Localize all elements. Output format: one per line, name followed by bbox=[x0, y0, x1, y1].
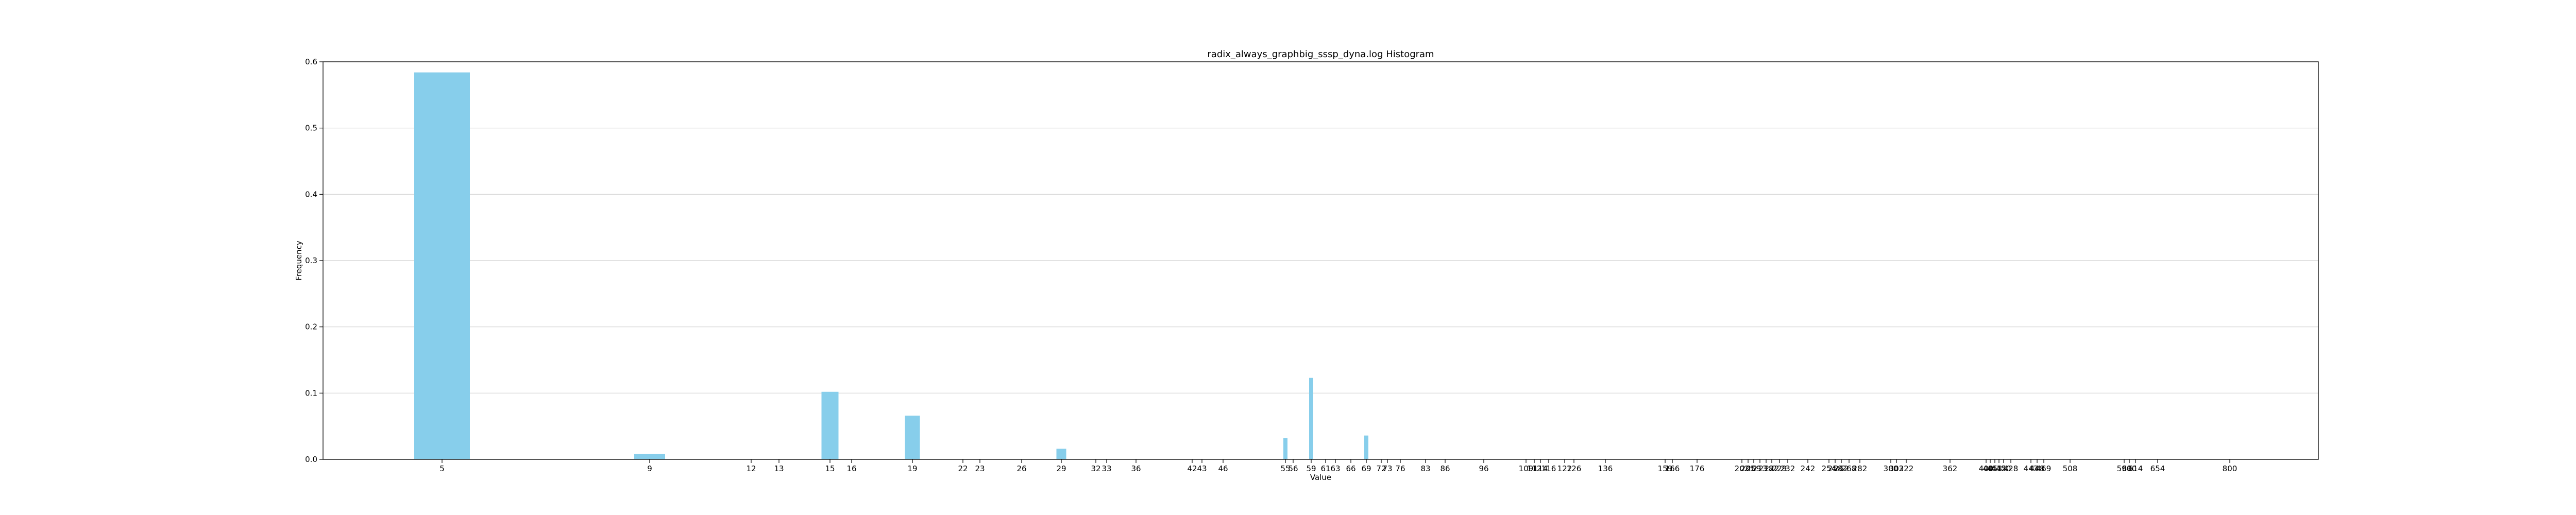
x-tick-label: 96 bbox=[1479, 464, 1488, 473]
x-tick-label: 202 bbox=[1735, 464, 1750, 473]
x-tick-label: 268 bbox=[1842, 464, 1857, 473]
x-tick-label: 614 bbox=[2128, 464, 2143, 473]
x-tick-label: 222 bbox=[1765, 464, 1780, 473]
x-tick-label: 242 bbox=[1801, 464, 1816, 473]
x-tick-label: 600 bbox=[2122, 464, 2137, 473]
y-tick-label: 0.2 bbox=[305, 322, 317, 332]
histogram-bar bbox=[1309, 377, 1313, 459]
x-tick-label: 114 bbox=[1533, 464, 1548, 473]
x-tick-label: 9 bbox=[647, 464, 652, 473]
x-tick-label: 63 bbox=[1330, 464, 1340, 473]
x-tick-label: 86 bbox=[1440, 464, 1450, 473]
x-tick-label: 176 bbox=[1690, 464, 1705, 473]
x-tick-label: 69 bbox=[1361, 464, 1371, 473]
x-tick-label: 469 bbox=[2037, 464, 2052, 473]
x-tick-label: 42 bbox=[1187, 464, 1197, 473]
x-tick-label: 282 bbox=[1853, 464, 1868, 473]
x-tick-label: 126 bbox=[1567, 464, 1582, 473]
x-tick-label: 112 bbox=[1527, 464, 1542, 473]
x-tick-label: 258 bbox=[1828, 464, 1843, 473]
x-tick-label: 400 bbox=[1979, 464, 1994, 473]
x-tick-label: 254 bbox=[1822, 464, 1837, 473]
x-tick-label: 73 bbox=[1382, 464, 1392, 473]
x-tick-label: 362 bbox=[1943, 464, 1958, 473]
histogram-bar bbox=[1283, 438, 1287, 459]
x-tick-label: 262 bbox=[1834, 464, 1849, 473]
x-tick-label: 29 bbox=[1056, 464, 1066, 473]
x-tick-label: 43 bbox=[1197, 464, 1207, 473]
histogram-bar bbox=[821, 391, 839, 459]
histogram-bar bbox=[1364, 435, 1368, 459]
x-tick-label: 23 bbox=[975, 464, 985, 473]
x-tick-label: 413 bbox=[1988, 464, 2003, 473]
histogram-bar bbox=[414, 72, 470, 459]
bars bbox=[414, 72, 1368, 459]
x-tick-label: 15 bbox=[825, 464, 835, 473]
x-tick-label: 508 bbox=[2063, 464, 2078, 473]
x-tick-label: 322 bbox=[1899, 464, 1914, 473]
x-tick-label: 122 bbox=[1557, 464, 1572, 473]
x-tick-label: 32 bbox=[1091, 464, 1100, 473]
x-tick-label: 159 bbox=[1658, 464, 1673, 473]
x-tick-label: 300 bbox=[1884, 464, 1899, 473]
x-tick-label: 205 bbox=[1741, 464, 1756, 473]
x-tick-label: 136 bbox=[1598, 464, 1613, 473]
x-tick-label: 590 bbox=[2117, 464, 2132, 473]
x-tick-label: 448 bbox=[2030, 464, 2045, 473]
histogram-bar bbox=[634, 454, 665, 459]
x-tick-label: 232 bbox=[1781, 464, 1795, 473]
y-axis-label: Frequency bbox=[294, 241, 303, 281]
x-tick-label: 26 bbox=[1016, 464, 1026, 473]
x-tick-label: 59 bbox=[1306, 464, 1316, 473]
x-tick-label: 61 bbox=[1320, 464, 1330, 473]
x-tick-label: 415 bbox=[1992, 464, 2007, 473]
x-tick-label: 46 bbox=[1218, 464, 1228, 473]
x-tick-label: 116 bbox=[1541, 464, 1556, 473]
histogram-bar bbox=[1056, 449, 1066, 459]
x-tick-label: 16 bbox=[846, 464, 856, 473]
x-tick-label: 213 bbox=[1753, 464, 1768, 473]
x-tick-label: 800 bbox=[2223, 464, 2238, 473]
x-tick-label: 405 bbox=[1983, 464, 1998, 473]
x-tick-label: 56 bbox=[1288, 464, 1298, 473]
y-tick-label: 0.1 bbox=[305, 388, 317, 398]
x-tick-label: 209 bbox=[1747, 464, 1761, 473]
x-tick-label: 83 bbox=[1420, 464, 1430, 473]
y-tick-label: 0.6 bbox=[305, 57, 317, 66]
x-tick-label: 72 bbox=[1376, 464, 1386, 473]
x-tick-label: 19 bbox=[907, 464, 917, 473]
x-tick-label: 166 bbox=[1665, 464, 1680, 473]
x-tick-label: 218 bbox=[1759, 464, 1774, 473]
y-tick-label: 0.0 bbox=[305, 455, 317, 464]
x-axis-label: Value bbox=[1310, 473, 1331, 482]
x-tick-label: 428 bbox=[2004, 464, 2019, 473]
y-tick-label: 0.4 bbox=[305, 190, 317, 199]
x-tick-label: 13 bbox=[774, 464, 784, 473]
histogram-bar bbox=[905, 416, 920, 459]
x-tick-label: 302 bbox=[1889, 464, 1904, 473]
x-tick-label: 109 bbox=[1519, 464, 1534, 473]
x-tick-label: 55 bbox=[1280, 464, 1290, 473]
x-tick-label: 5 bbox=[439, 464, 445, 473]
y-tick-label: 0.3 bbox=[305, 256, 317, 265]
x-tick-label: 443 bbox=[2024, 464, 2039, 473]
x-tick-label: 33 bbox=[1101, 464, 1111, 473]
x-tick-label: 12 bbox=[746, 464, 756, 473]
x-tick-label: 36 bbox=[1131, 464, 1141, 473]
x-tick-label: 654 bbox=[2150, 464, 2165, 473]
x-tick-label: 66 bbox=[1346, 464, 1355, 473]
chart-title: radix_always_graphbig_sssp_dyna.log Hist… bbox=[1207, 49, 1434, 60]
x-tick-label: 420 bbox=[1996, 464, 2011, 473]
y-axis-ticks: 0.0 0.1 0.2 0.3 0.4 0.5 0.6 bbox=[305, 57, 323, 464]
y-tick-label: 0.5 bbox=[305, 124, 317, 133]
x-tick-label: 229 bbox=[1772, 464, 1787, 473]
x-tick-label: 76 bbox=[1395, 464, 1405, 473]
x-tick-label: 22 bbox=[958, 464, 968, 473]
